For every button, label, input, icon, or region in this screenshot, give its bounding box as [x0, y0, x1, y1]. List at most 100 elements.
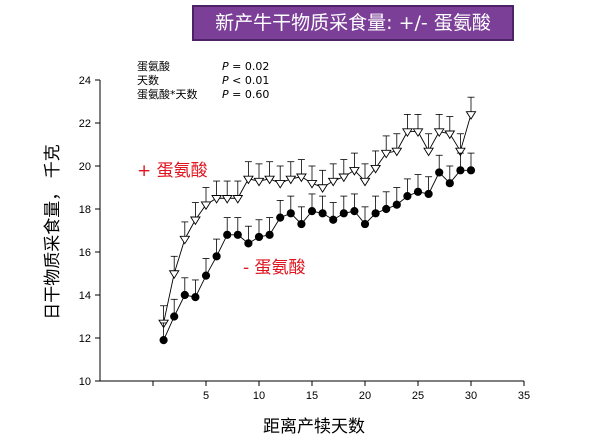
data-point — [191, 293, 200, 302]
data-point — [371, 209, 380, 218]
data-point — [392, 200, 401, 209]
data-point — [433, 128, 445, 138]
y-tick-label: 16 — [79, 247, 91, 259]
data-point — [412, 128, 424, 138]
data-point — [254, 232, 264, 242]
data-point — [338, 173, 350, 183]
data-point — [370, 164, 382, 174]
stat-p-1: P = 0.02 — [222, 60, 269, 73]
data-point — [424, 189, 433, 199]
data-point — [285, 175, 297, 185]
series-layer — [158, 96, 477, 345]
data-point — [435, 168, 444, 177]
data-point — [466, 166, 476, 175]
data-point — [391, 147, 403, 157]
stat-term-2: 天数 — [137, 74, 159, 87]
data-point — [221, 195, 233, 204]
data-point — [456, 166, 465, 175]
data-point — [339, 209, 348, 218]
series-label-minus: - 蛋氨酸 — [243, 258, 306, 278]
x-tick-label: 5 — [203, 390, 209, 402]
y-tick-label: 12 — [79, 333, 91, 345]
stat-p-2: P < 0.01 — [222, 74, 269, 87]
y-tick-label: 18 — [79, 204, 91, 216]
stat-p-letter-1: P — [222, 60, 229, 73]
data-point — [445, 179, 454, 188]
data-point — [168, 270, 180, 279]
x-tick-label: 20 — [359, 390, 371, 402]
data-point — [403, 192, 412, 201]
data-point — [159, 336, 168, 345]
series-0 — [158, 96, 477, 329]
x-tick-label: 30 — [465, 390, 477, 402]
data-point — [180, 290, 189, 300]
data-point — [454, 147, 466, 157]
stat-value-2: 0.01 — [245, 74, 270, 87]
x-axis-title: 距离产犊天数 — [263, 417, 365, 437]
data-point — [380, 149, 392, 159]
data-point — [306, 179, 318, 189]
data-point — [264, 175, 276, 185]
x-tick-label: 15 — [306, 390, 318, 402]
data-point — [317, 184, 329, 193]
stat-p-letter-3: P — [222, 88, 229, 101]
data-point — [286, 209, 295, 218]
data-point — [201, 271, 211, 280]
data-point — [329, 215, 338, 224]
data-point — [170, 312, 179, 321]
y-tick-label: 10 — [79, 376, 91, 388]
data-point — [200, 201, 212, 211]
data-point — [232, 195, 244, 204]
data-point — [179, 235, 191, 245]
ticks: 10 12 14 16 18 20 22 24 5 10 15 20 25 30 35 — [79, 75, 530, 402]
stat-term-1: 蛋氨酸 — [137, 59, 170, 73]
data-point — [233, 230, 242, 239]
x-tick-label: 10 — [253, 390, 265, 402]
data-point — [413, 187, 423, 196]
chart-title: 新产牛干物质采食量: +/- 蛋氨酸 — [192, 5, 514, 41]
y-tick-label: 14 — [79, 290, 91, 302]
y-tick-label: 20 — [79, 161, 91, 173]
data-point — [242, 175, 254, 185]
data-point — [265, 230, 274, 239]
data-point — [359, 177, 371, 187]
stat-value-3: 0.60 — [245, 88, 270, 101]
stat-term-3: 蛋氨酸*天数 — [137, 87, 198, 101]
data-point — [212, 252, 221, 261]
data-point — [295, 173, 307, 183]
data-point — [253, 177, 265, 187]
stat-p-letter-2: P — [222, 74, 229, 87]
stat-rel-3: = — [229, 88, 245, 101]
x-tick-label: 25 — [412, 390, 424, 402]
x-tick-label: 35 — [518, 390, 530, 402]
stat-p-3: P = 0.60 — [222, 88, 269, 101]
stat-value-1: 0.02 — [245, 60, 270, 73]
data-point — [360, 219, 370, 229]
data-point — [297, 219, 306, 229]
data-point — [189, 216, 201, 226]
data-point — [244, 239, 253, 248]
data-point — [465, 111, 477, 120]
series-label-plus: + 蛋氨酸 — [137, 161, 208, 181]
data-point — [307, 207, 317, 216]
y-tick-label: 24 — [79, 75, 91, 87]
data-point — [444, 130, 456, 140]
data-point — [223, 230, 232, 239]
data-point — [348, 167, 360, 176]
data-point — [327, 177, 339, 187]
y-tick-label: 22 — [79, 118, 91, 130]
data-point — [423, 147, 435, 157]
y-axis-title: 日干物质采食量， 千克 — [43, 144, 63, 319]
data-point — [276, 213, 285, 222]
series-line — [163, 114, 472, 324]
stat-rel-1: = — [229, 60, 245, 73]
data-point — [350, 207, 359, 216]
data-point — [382, 204, 391, 214]
stat-rel-2: < — [229, 74, 245, 87]
data-point — [274, 179, 286, 189]
data-point — [318, 209, 327, 218]
data-point — [211, 195, 223, 204]
stats-block: 蛋氨酸 P = 0.02 天数 P < 0.01 蛋氨酸*天数 P = 0.60 — [137, 59, 269, 101]
